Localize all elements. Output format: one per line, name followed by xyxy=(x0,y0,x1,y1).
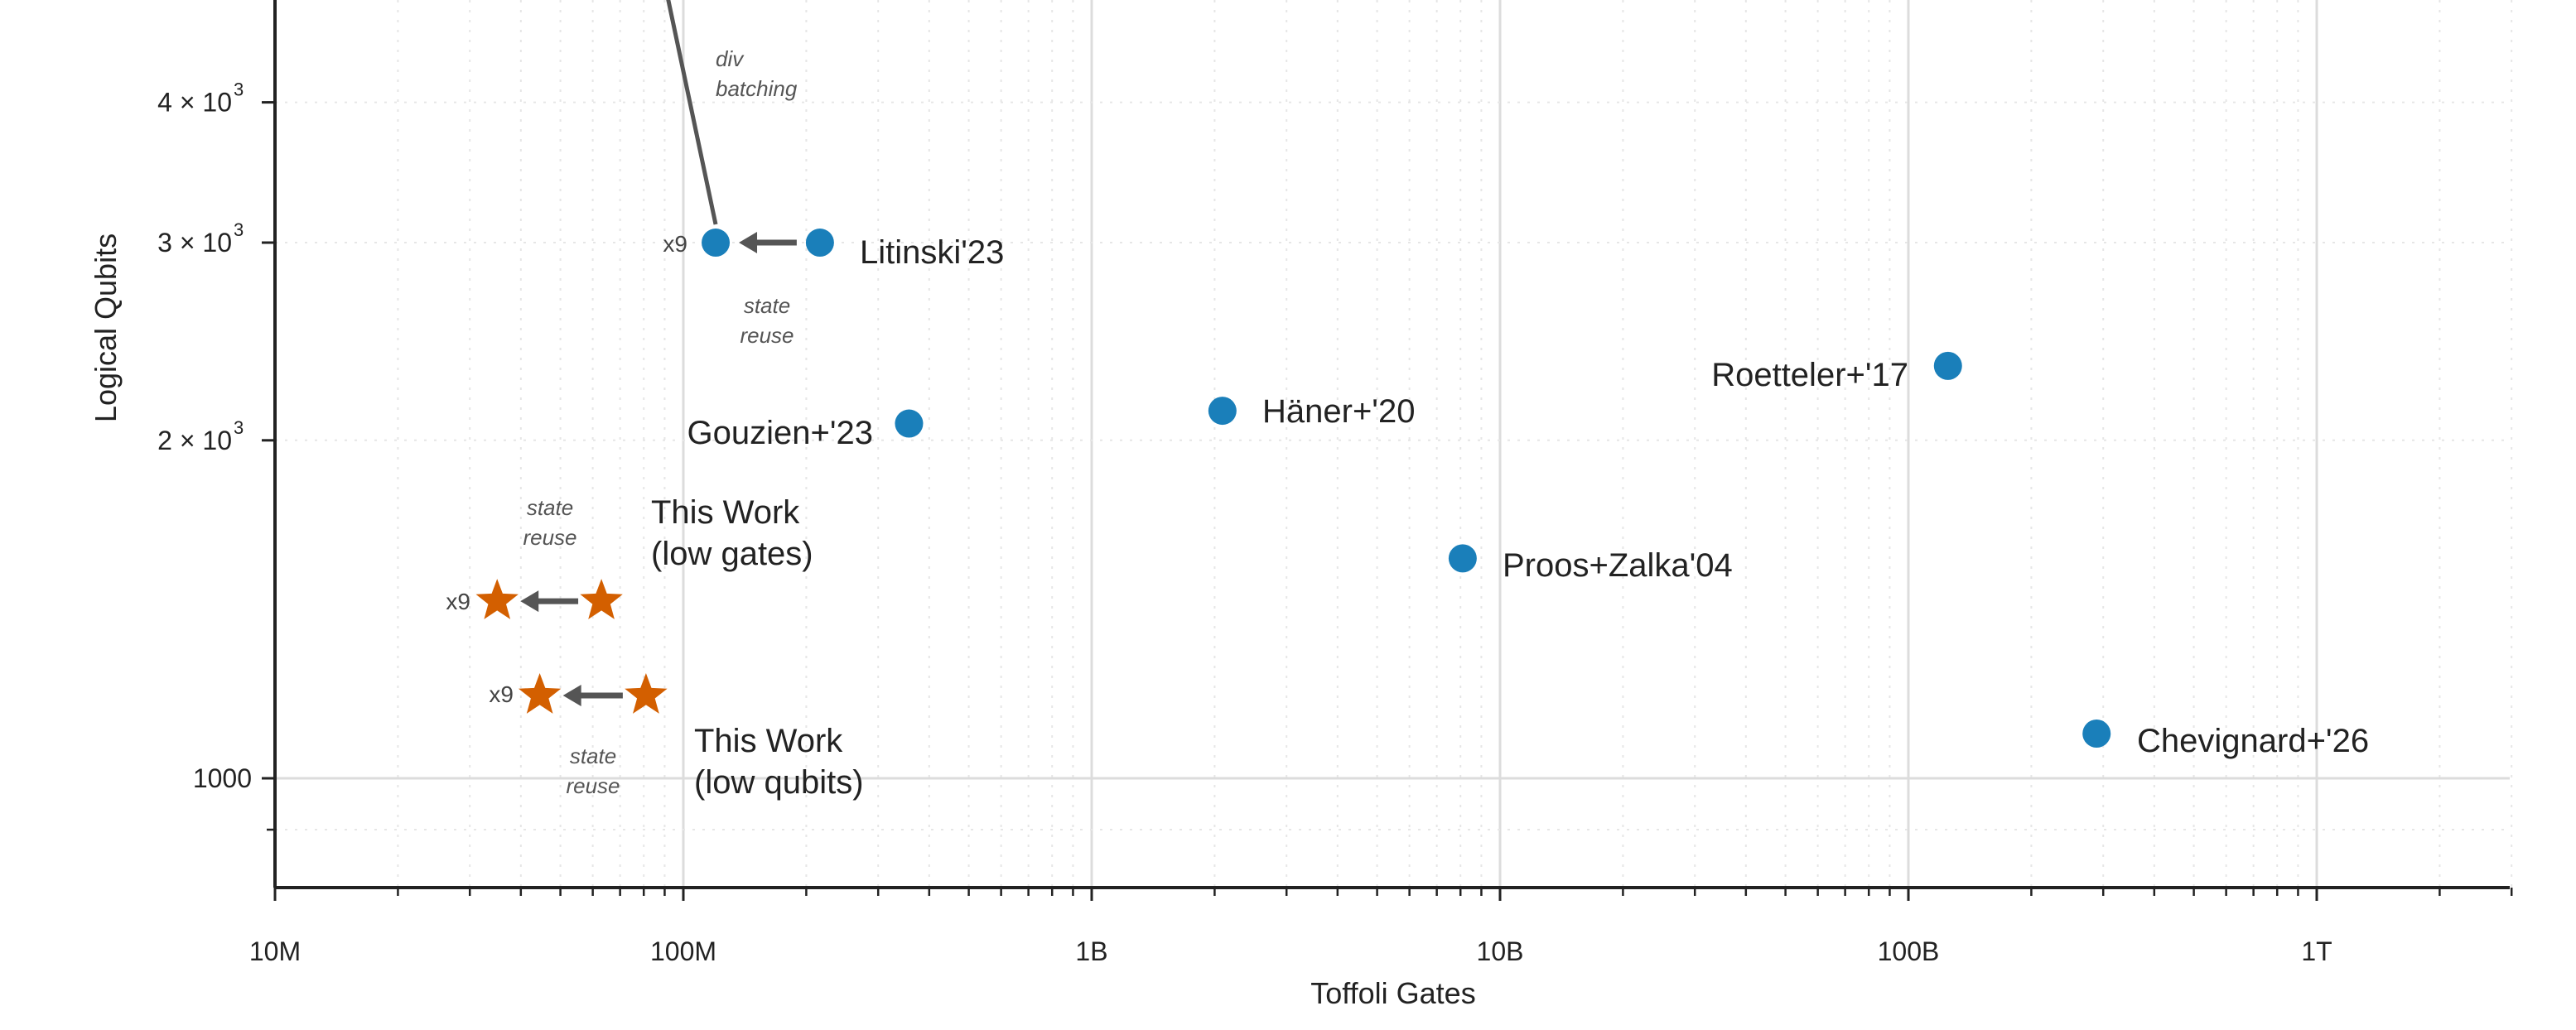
x-tick-label: 100M xyxy=(650,936,716,966)
circle-point xyxy=(2082,720,2111,748)
arrow-annotation: state xyxy=(744,293,790,318)
point-label: This Work xyxy=(651,494,800,531)
y-tick-label: 3 × 10 xyxy=(157,228,232,258)
div-batching-annotation: div xyxy=(716,46,745,71)
marks xyxy=(475,0,2111,748)
factor-label: x9 xyxy=(663,231,687,257)
arrow-head xyxy=(562,685,581,707)
arrow-annotation: state xyxy=(527,495,573,520)
x-tick-label: 1B xyxy=(1075,936,1107,966)
arrow-annotation: state xyxy=(570,744,616,768)
circle-point xyxy=(895,409,924,438)
point-label: Litinski'23 xyxy=(860,234,1004,271)
point-label: Chevignard+'26 xyxy=(2137,723,2369,759)
circle-point xyxy=(702,229,731,258)
point-label: Roetteler+'17 xyxy=(1711,357,1908,393)
labels: Litinski'23 Gouzien+'23 Häner+'20 Roetteler… xyxy=(446,46,2369,801)
point-label: Gouzien+'23 xyxy=(687,415,873,451)
factor-label: x9 xyxy=(489,681,514,707)
y-tick-exponent: 3 xyxy=(234,219,244,240)
y-tick-exponent: 3 xyxy=(234,417,244,438)
x-tick-label: 100B xyxy=(1878,936,1940,966)
arrow-annotation: reuse xyxy=(523,525,576,550)
x-tick-label: 10M xyxy=(249,936,301,966)
div-batching-line xyxy=(666,0,718,225)
star-point xyxy=(519,673,562,714)
arrow-annotation: reuse xyxy=(566,773,620,798)
y-axis-label: Logical Qubits xyxy=(89,233,123,422)
x-axis-label: Toffoli Gates xyxy=(1310,976,1475,1010)
point-label: This Work xyxy=(694,723,843,759)
arrow-annotation: reuse xyxy=(740,323,794,348)
grid xyxy=(275,0,2513,888)
point-label: (low gates) xyxy=(651,536,813,572)
point-label: Proos+Zalka'04 xyxy=(1503,547,1733,584)
x-tick-label: 10B xyxy=(1477,936,1524,966)
arrow-head xyxy=(739,232,758,254)
y-tick-label: 1000 xyxy=(193,763,252,793)
div-batching-annotation: batching xyxy=(716,76,798,101)
arrow-head xyxy=(520,590,539,613)
star-point xyxy=(580,579,623,619)
star-point xyxy=(475,579,519,619)
circle-point xyxy=(1933,351,1962,380)
point-label: Häner+'20 xyxy=(1262,393,1415,430)
y-tick-label: 2 × 10 xyxy=(157,426,232,455)
circle-point xyxy=(1448,544,1477,573)
circle-point xyxy=(805,229,834,258)
y-tick-label: 4 × 10 xyxy=(157,88,232,118)
x-tick-label: 1T xyxy=(2301,936,2332,966)
factor-label: x9 xyxy=(446,589,470,614)
point-label: (low qubits) xyxy=(694,764,864,801)
star-point xyxy=(625,673,668,714)
y-tick-exponent: 3 xyxy=(234,79,244,100)
circle-point xyxy=(1208,397,1237,426)
